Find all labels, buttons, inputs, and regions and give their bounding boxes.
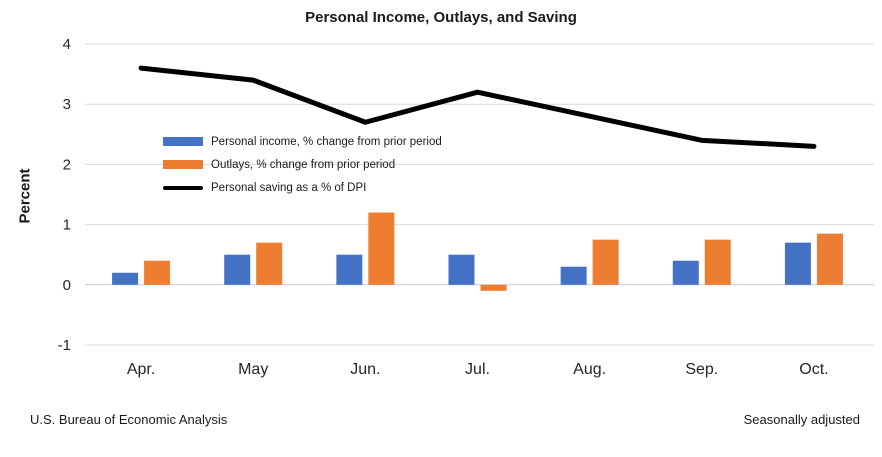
legend-swatch-saving-line-icon — [163, 185, 203, 190]
y-tick-label: 3 — [63, 96, 71, 113]
source-note: U.S. Bureau of Economic Analysis — [30, 412, 228, 427]
x-category-label: Apr. — [127, 361, 155, 378]
legend-label-personal-income: Personal income, % change from prior per… — [211, 135, 442, 148]
bar-personal-income — [336, 254, 363, 285]
x-category-label: Aug. — [573, 361, 606, 378]
bar-outlays — [816, 233, 843, 285]
y-tick-label: 1 — [63, 217, 71, 234]
seasonal-adjustment-note: Seasonally adjusted — [743, 412, 860, 427]
y-tick-label: 4 — [63, 36, 71, 53]
bar-outlays — [480, 284, 507, 291]
legend: Personal income, % change from prior per… — [163, 130, 442, 199]
personal-saving-line — [138, 65, 817, 149]
bar-outlays — [368, 212, 395, 285]
y-tick-label: 0 — [63, 277, 71, 294]
y-tick-label: -1 — [58, 337, 71, 354]
legend-label-personal-saving: Personal saving as a % of DPI — [211, 181, 367, 194]
legend-item-outlays: Outlays, % change from prior period — [163, 153, 442, 176]
x-category-label: Jun. — [350, 361, 380, 378]
x-category-label: May — [238, 361, 268, 378]
bar-personal-income — [672, 260, 699, 285]
bar-personal-income — [224, 254, 251, 285]
bar-outlays — [256, 242, 283, 285]
y-tick-label: 2 — [63, 156, 71, 173]
legend-label-outlays: Outlays, % change from prior period — [211, 158, 396, 171]
bar-outlays — [144, 260, 171, 285]
bar-personal-income — [448, 254, 475, 285]
bar-personal-income — [784, 242, 811, 285]
x-category-label: Sep. — [685, 361, 718, 378]
legend-item-personal-saving: Personal saving as a % of DPI — [163, 176, 442, 199]
bar-personal-income — [112, 272, 139, 285]
legend-item-personal-income: Personal income, % change from prior per… — [163, 130, 442, 153]
bar-outlays — [704, 239, 731, 285]
x-category-label: Jul. — [465, 361, 490, 378]
x-category-label: Oct. — [799, 361, 828, 378]
bar-personal-income — [560, 266, 587, 285]
chart-title: Personal Income, Outlays, and Saving — [305, 9, 577, 26]
legend-swatch-outlays-icon — [163, 160, 203, 169]
legend-swatch-personal-income-icon — [163, 137, 203, 146]
bar-outlays — [592, 239, 619, 285]
